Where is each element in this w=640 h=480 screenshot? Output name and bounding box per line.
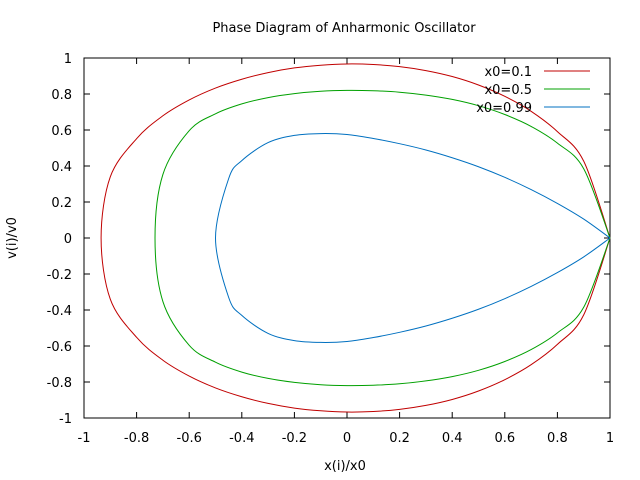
chart-title: Phase Diagram of Anharmonic Oscillator — [212, 21, 476, 36]
y-tick-label: 0.2 — [51, 196, 72, 211]
series-line-1 — [100, 63, 611, 413]
legend-label: x0=0.99 — [476, 101, 532, 116]
x-ticks: -1 -0.8 -0.6 -0.4 -0.2 0 0.2 0.4 0.6 0.8 1 — [78, 58, 614, 446]
x-tick-label: 0.8 — [547, 431, 568, 446]
y-axis-label: v(i)/v0 — [5, 217, 20, 259]
legend-label: x0=0.5 — [484, 83, 532, 98]
y-tick-label: -0.2 — [47, 268, 72, 283]
y-tick-label: -0.6 — [47, 340, 72, 355]
y-tick-label: 0 — [64, 232, 72, 247]
y-tick-label: 0.8 — [51, 88, 72, 103]
y-tick-label: 1 — [64, 52, 72, 67]
series-line-3 — [214, 133, 611, 343]
y-tick-label: -0.4 — [47, 304, 72, 319]
series-group — [100, 63, 611, 413]
x-tick-label: 1 — [606, 431, 614, 446]
y-tick-label: 0.6 — [51, 124, 72, 139]
series-line-2 — [154, 89, 611, 387]
x-tick-label: -0.6 — [177, 431, 202, 446]
x-tick-label: 0.4 — [442, 431, 463, 446]
y-tick-label: -1 — [59, 412, 72, 427]
y-tick-label: 0.4 — [51, 160, 72, 175]
x-axis-label: x(i)/x0 — [324, 459, 366, 474]
x-tick-label: 0.6 — [494, 431, 515, 446]
y-ticks: -1 -0.8 -0.6 -0.4 -0.2 0 0.2 0.4 0.6 0.8 1 — [47, 52, 610, 427]
x-tick-label: 0 — [343, 431, 351, 446]
x-tick-label: 0.2 — [389, 431, 410, 446]
y-tick-label: -0.8 — [47, 376, 72, 391]
legend-label: x0=0.1 — [484, 65, 532, 80]
legend: x0=0.1 x0=0.5 x0=0.99 — [476, 65, 590, 116]
x-tick-label: -1 — [78, 431, 91, 446]
x-tick-label: -0.4 — [229, 431, 254, 446]
x-tick-label: -0.2 — [282, 431, 307, 446]
x-tick-label: -0.8 — [124, 431, 149, 446]
